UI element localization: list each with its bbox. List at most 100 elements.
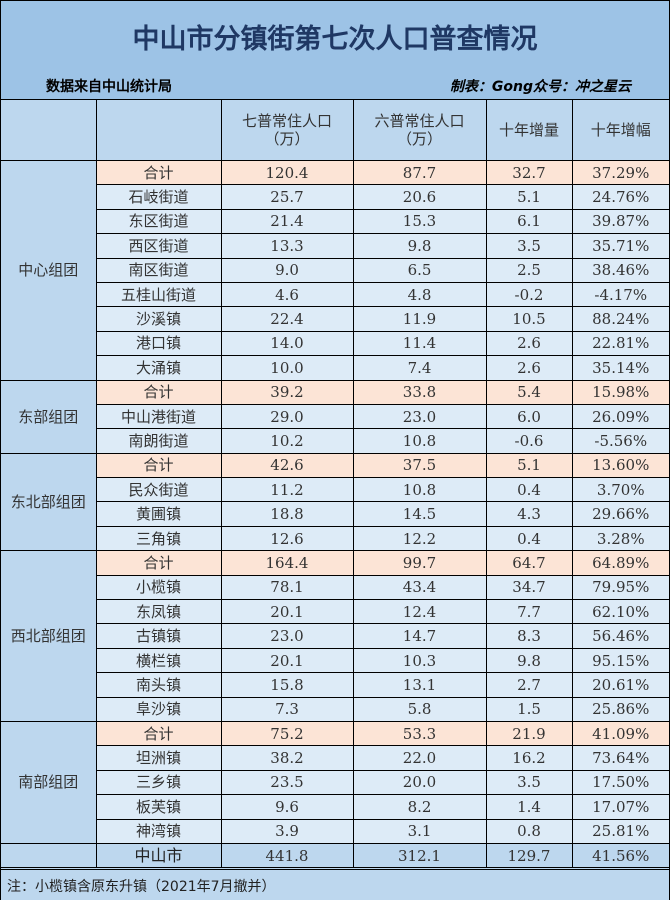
census-table: 七普常住人口 （万） 六普常住人口 （万） 十年增量 十年增幅 中心组团 合计 120.… [1,99,669,869]
name-cell: 合计 [95,452,222,479]
growth-cell: 2.6 [485,330,573,357]
growth-rate-cell: -5.56% [571,428,669,454]
census6-cell: 6.5 [352,257,487,283]
header-census6: 六普常住人口 （万） [352,99,487,161]
name-cell: 黄圃镇 [96,501,222,527]
page-title: 中山市分镇街第七次人口普查情况 [132,23,538,55]
table-row: 港口镇 14.0 11.4 2.6 22.81% [1,330,669,357]
growth-cell: 6.1 [485,208,573,235]
name-cell: 阜沙镇 [96,696,222,722]
table-row: 三乡镇 23.5 20.0 3.5 17.50% [1,769,669,796]
growth-rate-cell: 29.66% [571,501,669,527]
growth-cell: -0.2 [485,281,573,308]
name-cell: 南头镇 [96,672,222,698]
census7-cell: 7.3 [220,696,354,722]
table-row: 横栏镇 20.1 10.3 9.8 95.15% [1,647,669,674]
census7-cell: 10.0 [220,355,354,381]
header-growth-rate: 十年增幅 [571,99,669,161]
census7-cell: 15.8 [220,672,354,698]
growth-rate-cell: 13.60% [571,452,669,479]
census7-cell: 3.9 [220,818,354,844]
header-row: 七普常住人口 （万） 六普常住人口 （万） 十年增量 十年增幅 [1,99,669,161]
table-row: 沙溪镇 22.4 11.9 10.5 88.24% [1,306,669,332]
growth-cell: 5.4 [485,379,573,405]
census6-cell: 14.7 [352,623,487,649]
growth-cell: 9.8 [485,647,573,674]
census7-cell: 78.1 [220,574,354,601]
census7-cell: 9.6 [220,794,354,820]
census6-cell: 11.4 [352,330,487,357]
table-row: 五桂山街道 4.6 4.8 -0.2 -4.17% [1,281,669,308]
census7-cell: 23.5 [220,769,354,796]
growth-rate-cell: 56.46% [571,623,669,649]
group-label: 东部组团 [1,379,97,454]
table-row: 南区街道 9.0 6.5 2.5 38.46% [1,257,669,283]
data-source-label: 数据来自中山统计局 [46,79,172,95]
title-banner: 中山市分镇街第七次人口普查情况 [1,1,669,72]
census6-cell: 7.4 [352,355,487,381]
growth-rate-cell: 25.81% [571,818,669,844]
table-row: 西区街道 13.3 9.8 3.5 35.71% [1,233,669,259]
census7-cell: 39.2 [220,379,354,405]
growth-rate-cell: 35.14% [571,355,669,381]
name-cell: 东凤镇 [96,599,222,625]
census7-cell: 21.4 [220,208,354,235]
census6-cell: 37.5 [352,452,487,479]
growth-cell: 5.1 [485,452,573,479]
census7-cell: 22.4 [220,306,354,332]
name-cell: 横栏镇 [96,647,222,674]
table-row: 阜沙镇 7.3 5.8 1.5 25.86% [1,696,669,722]
census7-cell: 75.2 [220,720,354,747]
census6-cell: 5.8 [352,696,487,722]
census6-cell: 10.8 [352,477,487,503]
census6-cell: 13.1 [352,672,487,698]
footnote-bar: 注：小榄镇含原东升镇（2021年7月撤并） [1,869,669,900]
census7-cell: 42.6 [220,452,354,479]
name-cell: 三乡镇 [96,769,222,796]
census7-cell: 20.1 [220,647,354,674]
name-cell: 小榄镇 [96,574,222,601]
header-group [1,99,97,161]
name-cell: 板芙镇 [96,794,222,820]
table-row: 神湾镇 3.9 3.1 0.8 25.81% [1,818,669,844]
growth-cell: 34.7 [485,574,573,601]
growth-cell: 32.7 [485,159,573,186]
growth-rate-cell: 3.28% [571,525,669,552]
growth-rate-cell: 26.09% [571,403,669,430]
census6-cell: 10.8 [352,428,487,454]
growth-cell: 0.4 [485,477,573,503]
subtitle-bar: 数据来自中山统计局 制表：Gong众号：冲之星云 [1,71,669,100]
footnote: 注：小榄镇含原东升镇（2021年7月撤并） [7,879,276,895]
total-census6-cell: 312.1 [352,842,487,869]
census7-cell: 14.0 [220,330,354,357]
table-row: 板芙镇 9.6 8.2 1.4 17.07% [1,794,669,820]
total-growth-cell: 129.7 [485,842,573,869]
growth-cell: 1.4 [485,794,573,820]
table-row: 中山港街道 29.0 23.0 6.0 26.09% [1,403,669,430]
census6-cell: 43.4 [352,574,487,601]
growth-rate-cell: 25.86% [571,696,669,722]
name-cell: 神湾镇 [96,818,222,844]
growth-cell: 3.5 [485,233,573,259]
growth-cell: 0.8 [485,818,573,844]
census7-cell: 25.7 [220,184,354,210]
growth-cell: -0.6 [485,428,573,454]
growth-rate-cell: 41.09% [571,720,669,747]
growth-rate-cell: 38.46% [571,257,669,283]
growth-cell: 2.6 [485,355,573,381]
growth-cell: 8.3 [485,623,573,649]
census7-cell: 20.1 [220,599,354,625]
header-growth: 十年增量 [485,99,573,161]
name-cell: 南区街道 [96,257,222,283]
growth-rate-cell: 95.15% [571,647,669,674]
subtotal-row: 东北部组团 合计 42.6 37.5 5.1 13.60% [1,452,669,552]
census7-cell: 120.4 [220,159,354,186]
name-cell: 古镇镇 [96,623,222,649]
table-row: 东区街道 21.4 15.3 6.1 39.87% [1,208,669,235]
census7-cell: 9.0 [220,257,354,283]
census7-cell: 164.4 [220,550,354,576]
growth-rate-cell: 88.24% [571,306,669,332]
census6-cell: 12.4 [352,599,487,625]
growth-rate-cell: 17.50% [571,769,669,796]
